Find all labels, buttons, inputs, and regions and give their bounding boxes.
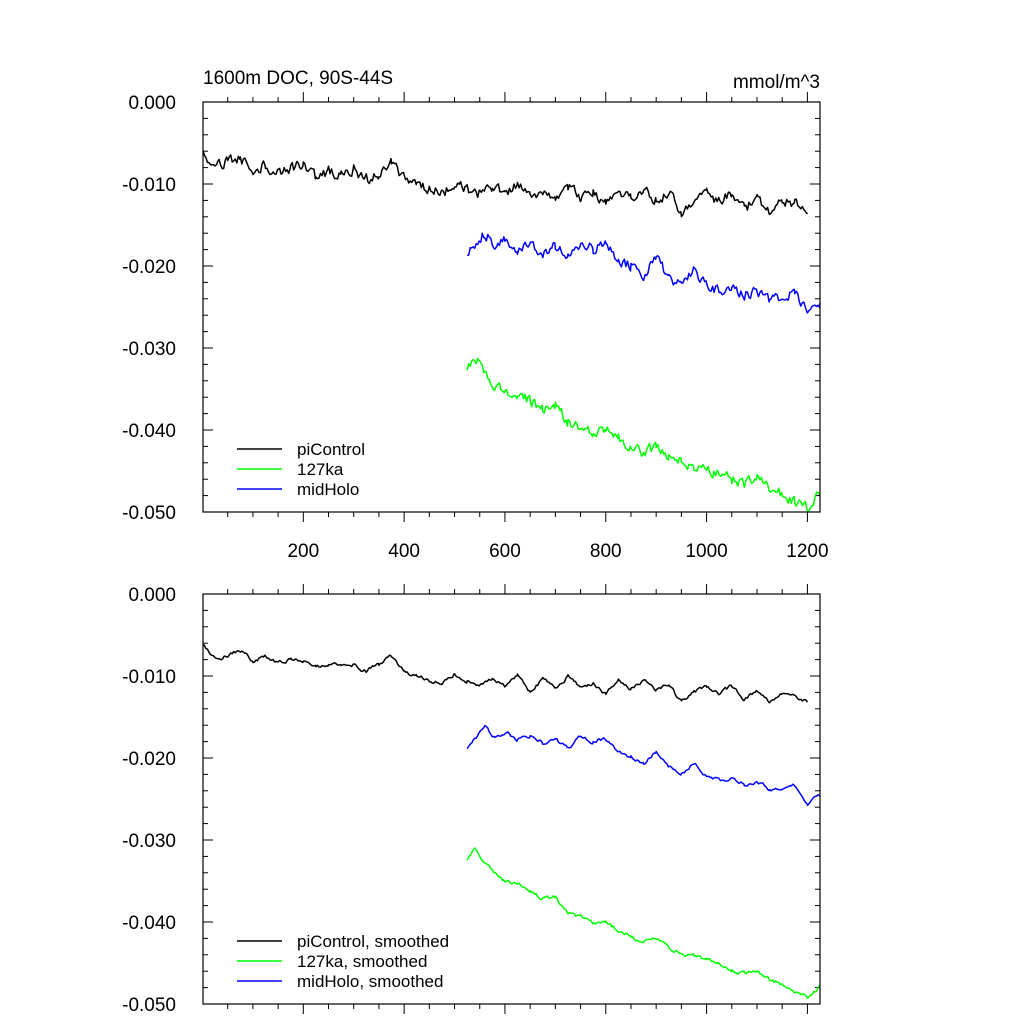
tick-group: [203, 584, 820, 1014]
plot-frame: [202, 101, 821, 513]
y-tick-label: -0.040: [122, 421, 176, 442]
y-tick-label: -0.010: [122, 667, 176, 688]
y-tick-label: -0.050: [122, 995, 176, 1016]
tick-label-group: 0.000 -0.010 -0.020 -0.030 -0.040 -0.050: [122, 585, 176, 1016]
x-tick-label: 400: [388, 541, 420, 562]
chart-title: 1600m DOC, 90S-44S: [203, 68, 393, 89]
y-tick-label: -0.040: [122, 913, 176, 934]
y-tick-label: -0.020: [122, 257, 176, 278]
legend-label: piControl: [297, 440, 365, 459]
x-tick-label: 1200: [786, 541, 828, 562]
legend-label: midHolo, smoothed: [297, 972, 443, 991]
tick-group: [203, 92, 820, 522]
y-tick-label: -0.030: [122, 339, 176, 360]
legend-label: 127ka: [297, 460, 344, 479]
plot-frame: [202, 593, 821, 1005]
y-tick-label: -0.010: [122, 175, 176, 196]
y-tick-label: -0.020: [122, 749, 176, 770]
y-tick-label: 0.000: [128, 585, 176, 606]
units-label: mmol/m^3: [733, 72, 820, 93]
x-tick-label: 600: [489, 541, 521, 562]
series-group: [202, 150, 821, 512]
series-line: [202, 150, 809, 218]
series-line: [466, 847, 821, 1000]
legend-label: midHolo: [297, 480, 359, 499]
series-line: [202, 643, 809, 704]
panel-raw: 1600m DOC, 90S-44S mmol/m^3 0.000 -0.010 -…: [122, 68, 828, 562]
legend-label: 127ka, smoothed: [297, 952, 427, 971]
panel-smoothed: 0.000 -0.010 -0.020 -0.030 -0.040 -0.050 piCo…: [122, 584, 821, 1016]
x-tick-label: 200: [287, 541, 319, 562]
y-tick-label: -0.050: [122, 503, 176, 524]
x-tick-label: 1000: [685, 541, 727, 562]
legend-label: piControl, smoothed: [297, 932, 449, 951]
series-line: [466, 724, 821, 807]
y-tick-label: -0.030: [122, 831, 176, 852]
tick-label-group: 0.000 -0.010 -0.020 -0.030 -0.040 -0.050 200 40…: [122, 93, 828, 562]
series-group: [202, 643, 821, 1000]
y-tick-label: 0.000: [128, 93, 176, 114]
series-line: [466, 357, 821, 512]
series-line: [467, 232, 821, 314]
x-tick-label: 800: [590, 541, 622, 562]
